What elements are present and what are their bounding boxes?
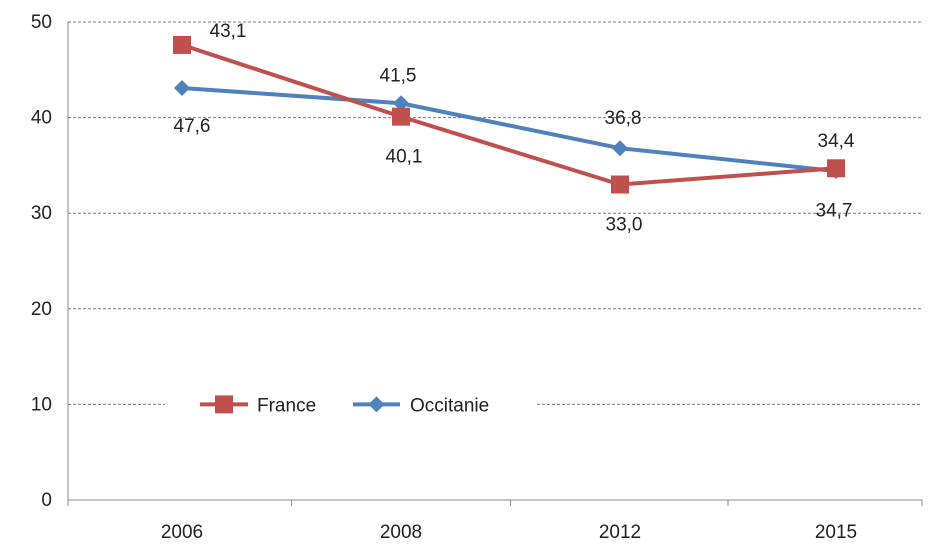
gridlines (68, 21, 922, 405)
y-axis-tick-labels: 0 10 20 30 40 50 (31, 12, 52, 511)
data-point-france (611, 175, 629, 194)
y-tick-label: 30 (31, 203, 52, 224)
legend-marker (368, 396, 385, 413)
y-tick-label: 20 (31, 299, 52, 320)
axes (67, 22, 923, 506)
series-occitanie (174, 79, 844, 180)
legend-marker (215, 395, 233, 414)
y-tick-label: 0 (41, 490, 52, 511)
legend-label: France (257, 395, 316, 416)
x-tick-label: 2012 (599, 522, 641, 543)
legend: France Occitanie (200, 395, 489, 416)
x-tick-label: 2008 (380, 522, 422, 543)
data-label-france: 40,1 (386, 147, 423, 168)
data-point-france (392, 107, 410, 126)
data-label-occitanie: 47,6 (174, 116, 211, 137)
legend-label: Occitanie (410, 395, 489, 416)
data-point-france (173, 35, 191, 54)
data-point-occitanie (612, 140, 628, 157)
series-france (173, 35, 845, 194)
data-label-occitanie: 41,5 (380, 65, 417, 86)
legend-item-france: France (200, 395, 316, 416)
data-point-occitanie (393, 95, 409, 112)
x-tick-label: 2015 (815, 522, 857, 543)
legend-item-occitanie: Occitanie (353, 395, 489, 416)
x-tick-label: 2006 (161, 522, 203, 543)
data-point-france (827, 159, 845, 178)
data-label-occitanie: 34,4 (818, 131, 855, 152)
y-tick-label: 50 (31, 12, 52, 33)
x-axis-tick-labels: 2006 2008 2012 2015 (161, 522, 857, 543)
y-tick-label: 10 (31, 394, 52, 415)
data-label-france: 43,1 (210, 21, 247, 42)
series-line-france (180, 42, 838, 187)
series (173, 35, 845, 194)
data-label-occitanie: 36,8 (605, 108, 642, 129)
data-labels: 43,1 40,1 33,0 34,7 47,6 41,5 36,8 34,4 (174, 21, 855, 236)
data-label-france: 33,0 (606, 215, 643, 236)
data-point-occitanie (174, 79, 190, 96)
series-line-occitanie (180, 85, 838, 174)
data-label-france: 34,7 (816, 200, 853, 221)
y-tick-label: 40 (31, 108, 52, 129)
